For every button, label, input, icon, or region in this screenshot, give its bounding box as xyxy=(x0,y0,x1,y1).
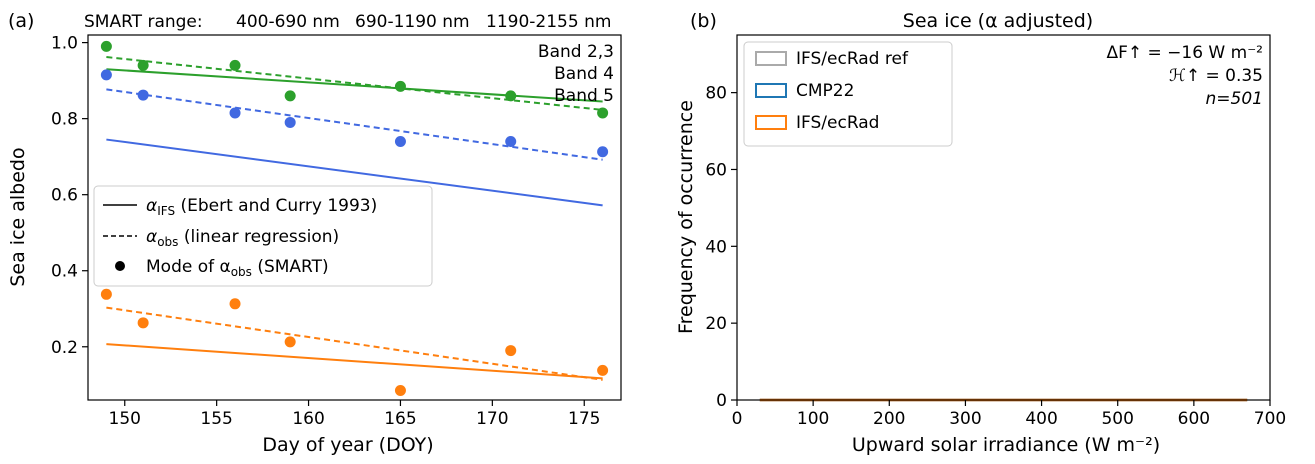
mode-point-2-2 xyxy=(229,298,241,310)
annotation-n: n=501 xyxy=(1206,89,1263,109)
smart-range-label: SMART range: xyxy=(84,12,203,32)
y-tick-label-0: 0 xyxy=(716,391,727,411)
ifs-line-0 xyxy=(106,68,603,103)
y-tick-label-0.8: 0.8 xyxy=(51,110,78,130)
mode-point-1-0 xyxy=(100,69,112,81)
mode-point-1-3 xyxy=(284,116,296,128)
y-tick-label-0.2: 0.2 xyxy=(51,338,78,358)
mode-point-2-3 xyxy=(284,336,296,348)
mode-point-1-6 xyxy=(597,146,609,158)
panel-b-ylabel: Frequency of occurrence xyxy=(675,100,697,334)
mode-point-2-5 xyxy=(505,345,517,357)
panel-b-xlabel: Upward solar irradiance (W m⁻²) xyxy=(852,434,1160,456)
x-tick-label-150: 150 xyxy=(109,409,141,429)
x-tick-label-175: 175 xyxy=(568,409,600,429)
mode-point-1-1 xyxy=(137,89,149,101)
y-tick-label-60: 60 xyxy=(705,160,727,180)
legend-swatch-cmp22 xyxy=(755,83,787,98)
x-tick-label-170: 170 xyxy=(476,409,508,429)
legend-ifs-text: αIFS (Ebert and Curry 1993) xyxy=(146,196,377,218)
y-tick-label-40: 40 xyxy=(705,237,727,257)
x-tick-label-165: 165 xyxy=(384,409,416,429)
y-tick-label-1: 1.0 xyxy=(51,34,78,54)
legend-label-ifs-ecrad: IFS/ecRad xyxy=(796,113,879,133)
x-tick-label-155: 155 xyxy=(200,409,232,429)
mode-point-1-5 xyxy=(505,135,517,147)
x-tick-label-600: 600 xyxy=(1178,409,1210,429)
panel-b-axes: 0 100 200 300 400 500 600 700 0 20 40 60 80 xyxy=(705,84,1286,429)
legend-dot-marker xyxy=(115,261,125,271)
panel-a-xlabel: Day of year (DOY) xyxy=(262,434,433,456)
mode-point-0-2 xyxy=(229,59,241,71)
y-tick-label-80: 80 xyxy=(705,84,727,104)
x-tick-label-200: 200 xyxy=(873,409,905,429)
legend-label-ifs-ref: IFS/ecRad ref xyxy=(796,49,909,69)
panel-b-legend: IFS/ecRad ref CMP22 IFS/ecRad xyxy=(743,41,953,147)
legend-swatch-ifs-ref xyxy=(755,51,787,66)
panel-b: (b) Sea ice (α adjusted) 0 100 200 300 400 50… xyxy=(675,10,1286,456)
panel-b-title: Sea ice (α adjusted) xyxy=(903,10,1093,32)
x-tick-label-300: 300 xyxy=(949,409,981,429)
mode-point-2-6 xyxy=(597,364,609,376)
range-blue: 690-1190 nm xyxy=(355,12,470,32)
mode-point-2-0 xyxy=(100,288,112,300)
mode-point-2-1 xyxy=(137,317,149,329)
obs-regression-line-0 xyxy=(106,56,603,111)
mode-point-1-4 xyxy=(394,135,406,147)
y-tick-label-20: 20 xyxy=(705,314,727,334)
x-tick-label-700: 700 xyxy=(1254,409,1286,429)
mode-point-0-6 xyxy=(597,107,609,119)
panel-b-frame xyxy=(736,34,1271,401)
ifs-line-1 xyxy=(106,138,603,207)
range-green: 400-690 nm xyxy=(236,12,340,32)
panel-a-plot-area xyxy=(100,40,609,396)
panel-a-legend-box xyxy=(93,185,433,287)
y-tick-label-0.6: 0.6 xyxy=(51,186,78,206)
panel-a-ylabel: Sea ice albedo xyxy=(7,147,29,286)
mode-point-1-2 xyxy=(229,107,241,119)
x-tick-label-0: 0 xyxy=(732,409,743,429)
panel-a: (a) SMART range: 400-690 nm 690-1190 nm … xyxy=(7,10,622,456)
mode-point-0-0 xyxy=(100,40,112,52)
x-tick-label-100: 100 xyxy=(797,409,829,429)
mode-point-2-4 xyxy=(394,384,406,396)
obs-regression-line-1 xyxy=(106,88,603,161)
y-tick-label-0.4: 0.4 xyxy=(51,262,78,282)
annotation-hellinger: ℋ↑ = 0.35 xyxy=(1169,66,1263,86)
annotation-flux: ΔF↑ = −16 W m⁻² xyxy=(1106,43,1263,63)
panel-a-frame xyxy=(87,34,622,401)
range-orange: 1190-2155 nm xyxy=(486,12,611,32)
x-tick-label-400: 400 xyxy=(1025,409,1057,429)
mode-point-0-5 xyxy=(505,90,517,102)
panel-b-legend-box xyxy=(743,41,953,147)
legend-swatch-ifs-ecrad xyxy=(755,115,787,130)
panel-a-axes: 150 155 160 165 170 175 0.2 0.4 0.6 0.8 1.0 xyxy=(51,34,601,429)
band-label-blue: Band 4 xyxy=(554,64,614,84)
mode-point-0-3 xyxy=(284,90,296,102)
x-tick-label-500: 500 xyxy=(1101,409,1133,429)
panel-b-label: (b) xyxy=(690,10,717,32)
x-tick-label-160: 160 xyxy=(292,409,324,429)
legend-label-cmp22: CMP22 xyxy=(796,81,854,101)
ifs-line-2 xyxy=(106,343,603,380)
band-label-orange: Band 5 xyxy=(554,86,614,106)
mode-point-0-1 xyxy=(137,59,149,71)
panel-a-label: (a) xyxy=(8,10,34,32)
mode-point-0-4 xyxy=(394,80,406,92)
legend-obs-text: αobs (linear regression) xyxy=(146,227,339,249)
panel-a-legend: αIFS (Ebert and Curry 1993) αobs (linear… xyxy=(93,185,433,287)
legend-mode-text: Mode of αobs (SMART) xyxy=(146,257,329,279)
obs-regression-line-2 xyxy=(106,306,603,381)
band-label-green: Band 2,3 xyxy=(538,42,614,62)
